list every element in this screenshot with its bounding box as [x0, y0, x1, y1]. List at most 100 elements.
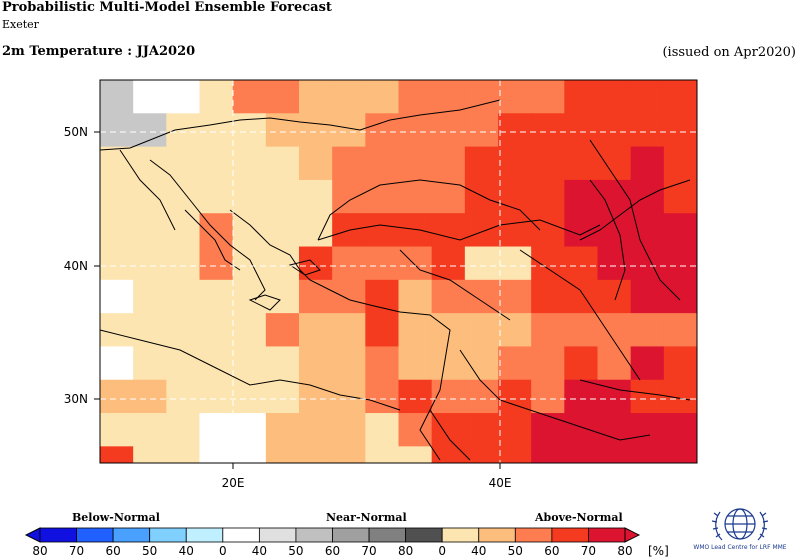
grid-cell	[498, 246, 532, 281]
grid-cell	[663, 413, 698, 447]
grid-cell	[464, 346, 499, 381]
grid-cell	[133, 179, 167, 214]
grid-cell	[564, 379, 598, 414]
grid-cell	[630, 179, 665, 214]
legend-swatch	[551, 527, 589, 543]
grid-cell	[564, 446, 598, 463]
grid-cell	[133, 113, 167, 148]
variable-label: 2m Temperature : JJA2020	[2, 44, 196, 59]
grid-cell	[100, 313, 134, 347]
grid-cell	[431, 346, 466, 381]
grid-cell	[531, 346, 565, 381]
lat-label-40n: 40N	[64, 259, 88, 273]
grid-cell	[166, 413, 200, 447]
grid-cell	[431, 179, 466, 214]
grid-cell	[365, 313, 399, 347]
grid-cell	[531, 379, 565, 414]
grid-cell	[531, 446, 565, 463]
grid-cell	[431, 146, 466, 181]
grid-cell	[663, 346, 698, 381]
grid-cell	[564, 80, 598, 114]
grid-cell	[199, 146, 234, 181]
grid-cell	[232, 379, 267, 414]
grid-cell	[663, 446, 698, 463]
grid-cell	[199, 279, 234, 314]
grid-cell	[398, 446, 433, 463]
grid-cell	[265, 346, 300, 381]
grid-cell	[332, 179, 366, 214]
legend-tick-label: 80	[617, 544, 633, 558]
legend-tick-label: 0	[218, 544, 227, 558]
coastlines	[99, 99, 691, 461]
grid-cell	[299, 146, 333, 181]
grid-cell	[365, 246, 399, 281]
grid-cell	[100, 446, 134, 463]
grid-cell	[199, 413, 234, 447]
grid-cell	[199, 179, 234, 214]
grid-cell	[332, 313, 366, 347]
grid-cell	[564, 113, 598, 148]
legend-swatch	[478, 527, 516, 543]
grid-cell	[597, 446, 632, 463]
legend-tick-label: 40	[471, 544, 487, 558]
grid-cell	[299, 279, 333, 314]
grid-cell	[597, 113, 632, 148]
legend-above-normal: Above-Normal	[535, 511, 623, 524]
legend-swatch	[222, 527, 260, 543]
lon-label-40e: 40E	[489, 476, 512, 490]
lat-label-50n: 50N	[64, 125, 88, 139]
grid-cell	[464, 313, 499, 347]
grid-cell	[498, 379, 532, 414]
grid-cell	[232, 246, 267, 281]
legend-tick-label: 50	[507, 544, 523, 558]
grid-cell	[199, 113, 234, 148]
grid-cell	[199, 446, 234, 463]
grid-cell	[464, 246, 499, 281]
grid-cell	[597, 80, 632, 114]
grid-cell	[431, 413, 466, 447]
legend-tick-label: 60	[544, 544, 560, 558]
grid-cell	[365, 279, 399, 314]
legend-tick-label: 50	[142, 544, 158, 558]
grid-cell	[597, 379, 632, 414]
grid-cell	[630, 146, 665, 181]
grid-cell	[431, 213, 466, 248]
grid-cell	[398, 113, 433, 148]
grid-cell	[232, 146, 267, 181]
grid-cell	[299, 313, 333, 347]
grid-cell	[597, 213, 632, 248]
grid-cell	[398, 80, 433, 114]
legend-tick-label: 70	[580, 544, 597, 558]
grid-cell	[199, 80, 234, 114]
grid-cell	[630, 113, 665, 148]
legend-tick-label: 70	[68, 544, 85, 558]
grid-cell	[100, 279, 134, 314]
grid-cell	[166, 80, 200, 114]
grid-cell	[663, 213, 698, 248]
grid-cell	[531, 213, 565, 248]
legend-swatch	[149, 527, 187, 543]
legend-swatch	[405, 527, 443, 543]
grid-cell	[100, 179, 134, 214]
grid-cell	[199, 246, 234, 281]
grid-cell	[299, 179, 333, 214]
grid-cell	[133, 246, 167, 281]
grid-cell	[630, 279, 665, 314]
legend-below-normal: Below-Normal	[72, 511, 160, 524]
grid-cell	[398, 213, 433, 248]
grid-cell	[100, 213, 134, 248]
grid-cell	[498, 279, 532, 314]
grid-cell	[100, 146, 134, 181]
grid-cell	[166, 313, 200, 347]
grid-cell	[498, 213, 532, 248]
grid-cell	[365, 179, 399, 214]
grid-cell	[232, 446, 267, 463]
grid-cell	[531, 313, 565, 347]
grid-cell	[166, 279, 200, 314]
grid-cell	[398, 313, 433, 347]
grid-cell	[663, 113, 698, 148]
grid-cell	[100, 246, 134, 281]
grid-cell	[597, 246, 632, 281]
grid-cell	[498, 413, 532, 447]
legend-near-normal: Near-Normal	[326, 511, 407, 524]
